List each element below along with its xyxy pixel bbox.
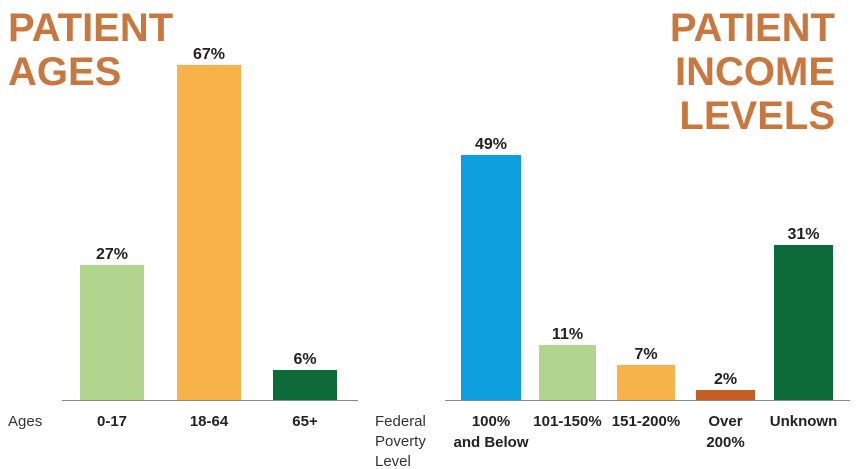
- income-bar-0: [461, 155, 521, 400]
- ages-x-axis-label: Ages: [8, 413, 42, 430]
- ages-category-label-1: 18-64: [190, 413, 229, 430]
- ages-bar-0: [80, 265, 144, 400]
- income-value-label-3: 2%: [714, 371, 737, 388]
- income-category-label-4: Unknown: [770, 413, 838, 430]
- income-category-label-2: 151-200%: [612, 413, 680, 430]
- income-bar-1: [539, 345, 596, 400]
- income-value-label-1: 11%: [552, 326, 583, 343]
- income-bar-2: [617, 365, 675, 400]
- ages-category-label-0: 0-17: [97, 413, 127, 430]
- ages-value-label-0: 27%: [96, 246, 128, 263]
- income-bar-4: [774, 245, 833, 400]
- income-bar-3: [696, 390, 755, 400]
- ages-bar-1: [177, 65, 241, 400]
- ages-chart-title: PATIENT AGES: [8, 6, 174, 94]
- income-x-axis-label: Federal Poverty Level: [375, 413, 426, 469]
- income-value-label-0: 49%: [475, 136, 507, 153]
- income-category-label-1: 101-150%: [533, 413, 601, 430]
- ages-category-label-2: 65+: [292, 413, 318, 430]
- income-chart-title: PATIENT INCOME LEVELS: [669, 6, 835, 138]
- income-category-label-0: 100% and Below: [453, 413, 528, 451]
- ages-value-label-1: 67%: [193, 46, 225, 63]
- income-value-label-2: 7%: [634, 346, 657, 363]
- income-value-label-4: 31%: [787, 226, 819, 243]
- ages-value-label-2: 6%: [293, 351, 316, 368]
- ages-bar-2: [273, 370, 337, 400]
- income-category-label-3: Over 200%: [706, 413, 744, 451]
